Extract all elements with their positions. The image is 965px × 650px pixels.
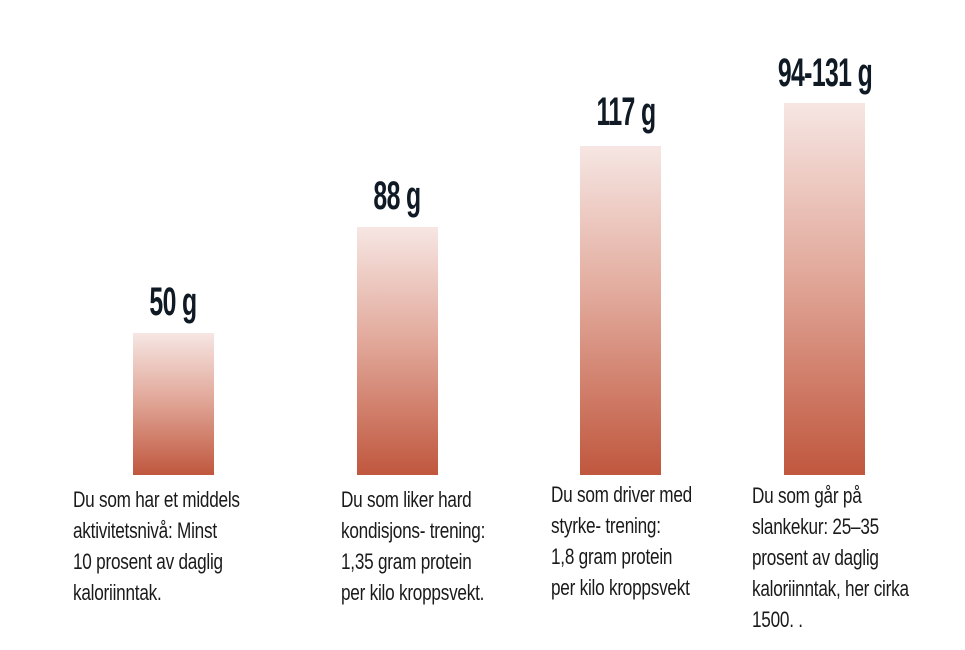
caption-line: kaloriinntak. xyxy=(73,580,162,605)
caption-line: prosent av daglig xyxy=(752,545,879,570)
bar-strength-training xyxy=(580,146,661,475)
caption-line: aktivitetsnivå: Minst xyxy=(73,518,217,543)
bar-caption: Du som driver med styrke- trening: 1,8 g… xyxy=(551,479,692,603)
caption-line: slankekur: 25–35 xyxy=(752,514,879,539)
bar-endurance-training xyxy=(357,227,438,475)
bar-caption: Du som går på slankekur: 25–35 prosent a… xyxy=(752,480,909,635)
bar-value-label: 50 g xyxy=(149,280,197,324)
bar-diet xyxy=(784,103,865,475)
bar-value-label: 94-131 g xyxy=(777,51,873,95)
caption-line: Du som liker hard xyxy=(341,487,472,512)
caption-line: 1,35 gram protein xyxy=(341,549,472,574)
bar-value-label: 117 g xyxy=(596,90,657,134)
caption-line: styrke- trening: xyxy=(551,513,661,538)
bar-moderate-activity xyxy=(133,333,214,475)
caption-line: per kilo kroppsvekt xyxy=(551,575,690,600)
caption-line: kaloriinntak, her cirka xyxy=(752,576,909,601)
caption-line: Du som har et middels xyxy=(73,487,240,512)
caption-line: 10 prosent av daglig xyxy=(73,549,223,574)
caption-line: per kilo kroppsvekt. xyxy=(341,580,485,605)
bar-value-label: 88 g xyxy=(373,174,421,218)
caption-line: Du som driver med xyxy=(551,482,692,507)
caption-line: 1,8 gram protein xyxy=(551,544,673,569)
caption-line: 1500. . xyxy=(752,607,803,632)
caption-line: kondisjons- trening: xyxy=(341,518,486,543)
bar-caption: Du som liker hard kondisjons- trening: 1… xyxy=(341,484,485,608)
caption-line: Du som går på xyxy=(752,483,862,508)
bar-caption: Du som har et middels aktivitetsnivå: Mi… xyxy=(73,484,240,608)
